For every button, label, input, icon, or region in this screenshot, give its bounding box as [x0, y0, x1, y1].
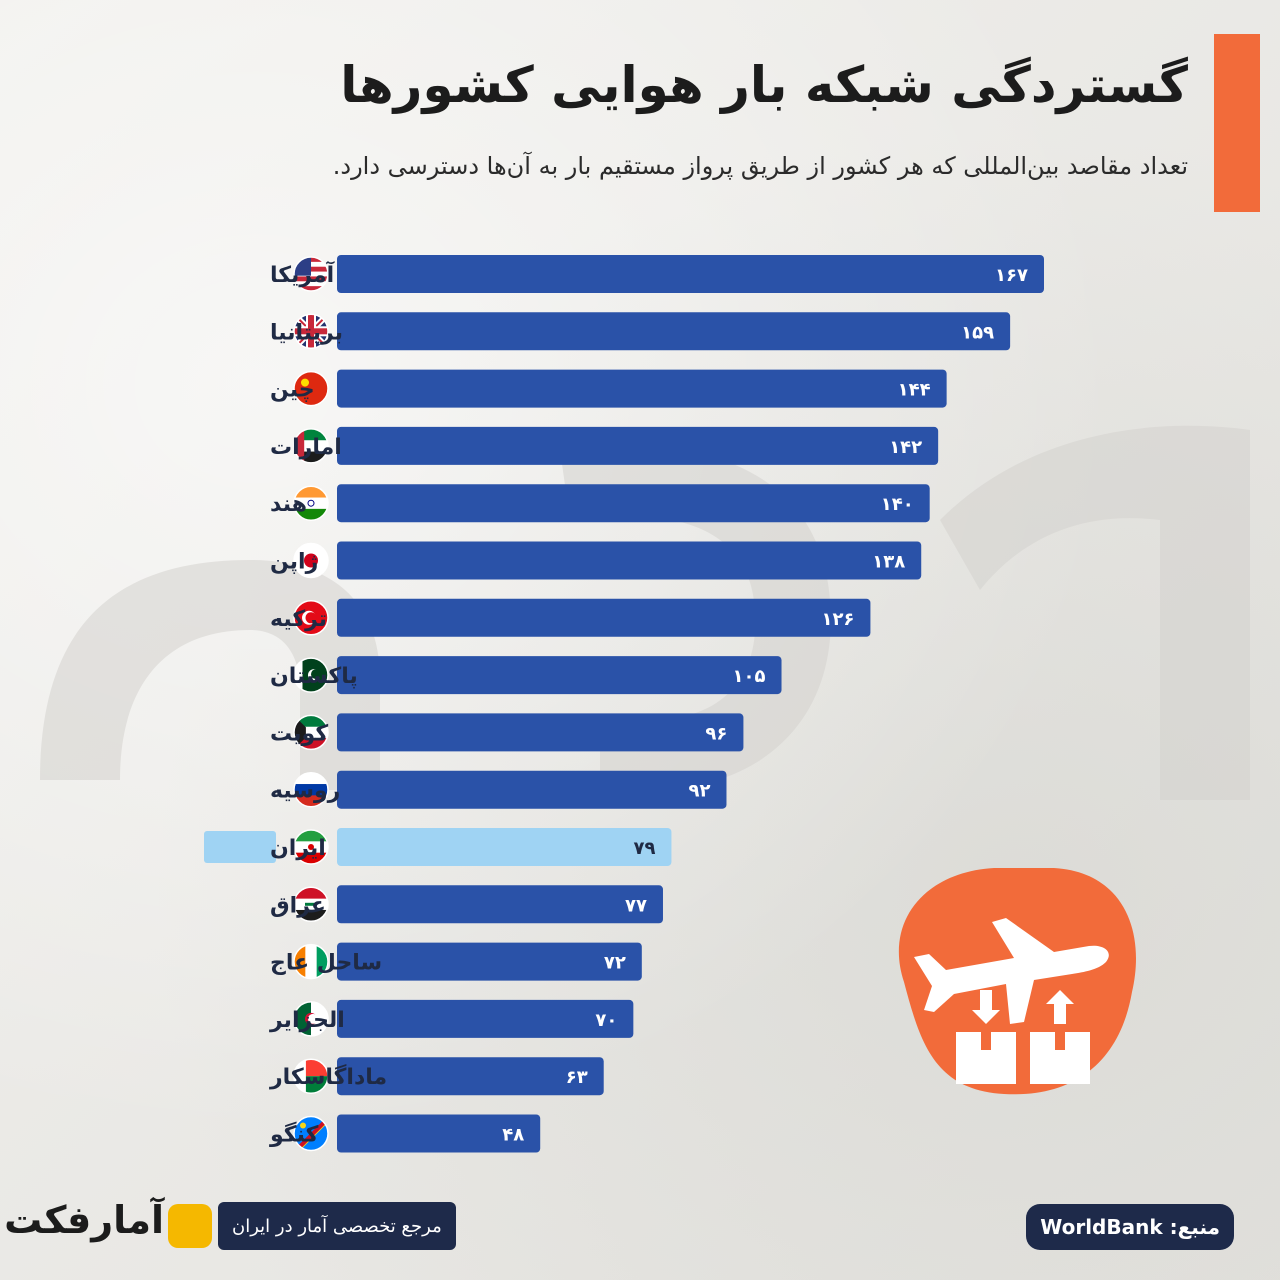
bar [337, 656, 782, 695]
madagascar-flag-icon [293, 1058, 329, 1094]
bar [337, 598, 871, 637]
bar [337, 885, 663, 924]
bar-value-label: ۷۲ [604, 953, 626, 974]
congo-flag-icon [293, 1115, 329, 1152]
bar-value-label: ۹۶ [705, 723, 727, 744]
bar-row: ۱۴۲ امارات [270, 426, 939, 465]
category-label: روسیه [270, 779, 340, 804]
bar [337, 942, 642, 981]
bar-value-label: ۱۶۷ [995, 265, 1028, 286]
category-label: ژاپن [270, 550, 318, 575]
bar-chart: ۱۶۷ آمریکا ۱۵۹ بریتانیا ۱۴۴ چین ۱۴۲ امارات ۱۴۰ هن… [204, 255, 1044, 1153]
turkey-flag-icon [293, 600, 329, 636]
bar-row: ۱۴۰ هند [270, 484, 930, 523]
bar-row: ۱۰۵ پاکستان [270, 656, 782, 695]
highlight-label-bg [204, 831, 276, 863]
russia-flag-icon [293, 771, 329, 808]
bar-row: ۱۵۹ بریتانیا [270, 312, 1011, 351]
bar [337, 1114, 541, 1153]
brand-logo: آمارفکت [4, 1198, 164, 1242]
category-label: آمریکا [270, 260, 335, 288]
reference-badge: مرجع تخصصی آمار در ایران [218, 1202, 456, 1250]
iraq-flag-icon [293, 886, 329, 923]
bar-row: ۱۲۶ ترکیه [270, 598, 871, 637]
bar-row: ۱۶۷ آمریکا [270, 255, 1044, 293]
bar-value-label: ۶۳ [566, 1067, 588, 1088]
iran-flag-icon [293, 829, 329, 865]
bar-row: ۹۶ کویت [270, 713, 744, 752]
category-label: الجزایر [269, 1008, 345, 1033]
category-label: ساحل عاج [270, 951, 382, 976]
uk-flag-icon [293, 313, 329, 350]
japan-flag-icon [293, 542, 329, 579]
bar [337, 369, 947, 408]
bar-row: ۴۸ کنگو [269, 1114, 541, 1153]
bar-highlight [337, 828, 672, 866]
china-flag-icon [293, 370, 329, 407]
bar-value-label: ۴۸ [502, 1125, 524, 1146]
india-flag-icon [293, 485, 329, 521]
bar-value-label: ۷۹ [633, 838, 655, 859]
category-label: کنگو [269, 1121, 319, 1148]
category-label: ترکیه [270, 607, 327, 632]
bar-value-label: ۱۵۹ [961, 322, 994, 343]
bar-value-label: ۷۰ [595, 1010, 617, 1031]
usa-flag-icon [293, 256, 329, 292]
bar-value-label: ۱۴۰ [881, 494, 914, 515]
category-label: پاکستان [270, 664, 358, 689]
category-label: امارات [270, 435, 342, 460]
uae-flag-icon [293, 428, 329, 464]
bar-value-label: ۱۰۵ [733, 666, 766, 687]
bar-row: ۷۹ ایران [204, 828, 672, 866]
bar [337, 770, 727, 809]
bar-row: ۹۲ روسیه [270, 770, 727, 809]
bar [337, 312, 1011, 351]
chart-title: گستردگی شبکه بار هوایی کشورها [340, 56, 1188, 114]
bar-row: ۷۷ عراق [270, 885, 663, 924]
bar-value-label: ۱۳۸ [872, 552, 905, 573]
cargo-plane-icon [898, 868, 1136, 1095]
chart-subtitle: تعداد مقاصد بین‌المللی که هر کشور از طری… [332, 152, 1188, 180]
category-label: ایران [270, 836, 326, 861]
bar [337, 255, 1044, 293]
bar-row: ۷۰ الجزایر [269, 999, 634, 1038]
category-label: کویت [270, 721, 328, 746]
bar [337, 1057, 604, 1096]
category-label: بریتانیا [270, 320, 343, 345]
algeria-flag-icon [293, 1001, 329, 1037]
kuwait-flag-icon [293, 714, 329, 751]
title-accent-bar [1214, 34, 1260, 212]
category-label: چین [270, 378, 315, 403]
category-label: عراق [270, 893, 326, 918]
bar-row: ۷۲ ساحل عاج [270, 942, 642, 981]
bar [337, 426, 939, 465]
bar-value-label: ۱۴۲ [889, 437, 922, 458]
bar [337, 999, 634, 1038]
bar-value-label: ۷۷ [625, 895, 647, 916]
bar [337, 713, 744, 752]
bar-value-label: ۹۲ [689, 781, 711, 802]
brand-mark-icon [168, 1204, 212, 1248]
bar [337, 541, 922, 580]
source-badge: منبع: WorldBank [1026, 1204, 1234, 1250]
package-icon [972, 990, 1074, 1024]
category-label: هند [270, 492, 307, 517]
category-label: ماداگاسکار [269, 1063, 387, 1090]
ivory-coast-flag-icon [293, 943, 329, 980]
bar [337, 484, 930, 523]
bar-value-label: ۱۴۴ [898, 380, 931, 401]
bar-value-label: ۱۲۶ [821, 609, 854, 630]
pakistan-flag-icon [293, 657, 329, 693]
bar-row: ۶۳ ماداگاسکار [269, 1057, 604, 1096]
bar-row: ۱۴۴ چین [270, 369, 947, 408]
bar-row: ۱۳۸ ژاپن [270, 541, 922, 580]
